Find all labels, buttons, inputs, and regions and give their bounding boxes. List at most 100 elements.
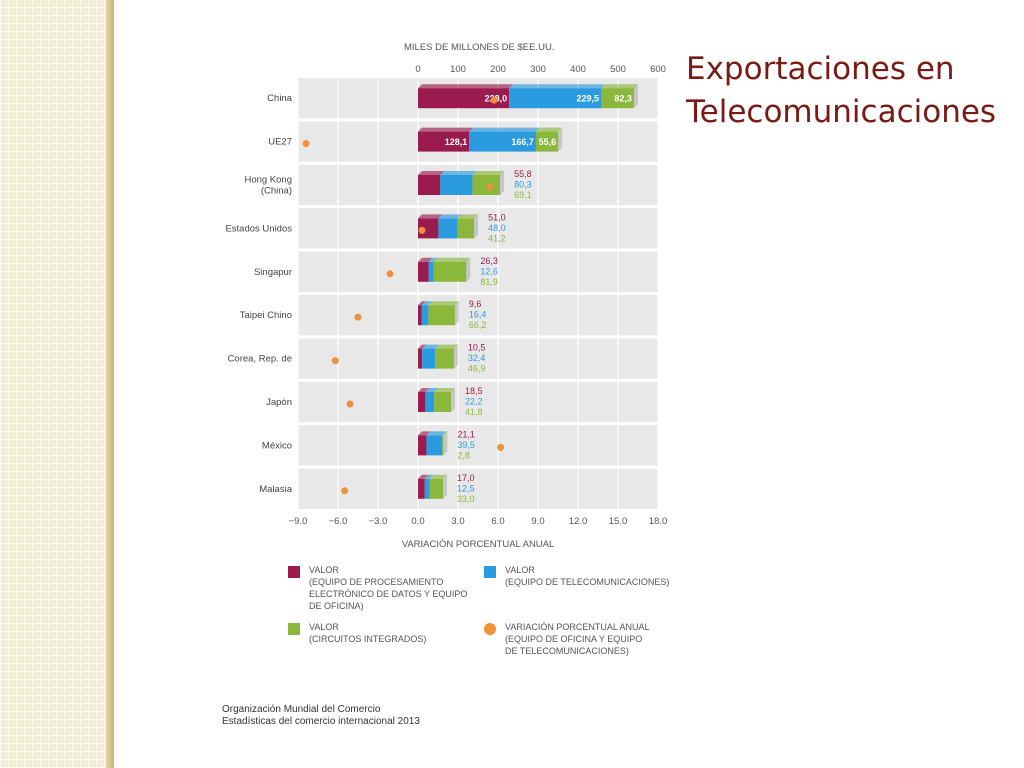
bar-top xyxy=(535,127,563,132)
data-label: 21,1 xyxy=(457,429,475,439)
bar-segment-valor_circuitos xyxy=(428,305,455,326)
legend-label: (EQUIPO DE TELECOMUNICACIONES) xyxy=(505,577,669,587)
data-label: 51,0 xyxy=(488,212,506,222)
bar-top xyxy=(472,171,505,175)
bar-segment-valor_telecom xyxy=(422,348,436,369)
bar-segment-valor_procesamiento xyxy=(418,261,429,282)
data-label: 46,9 xyxy=(468,364,486,374)
bar-top xyxy=(440,171,477,175)
bottom-axis-tick: 0.0 xyxy=(411,516,424,527)
bar-segment-valor_circuitos xyxy=(442,435,444,456)
top-axis-tick: 300 xyxy=(530,64,546,75)
bar-segment-valor_procesamiento xyxy=(418,478,425,499)
category-label: Hong Kong xyxy=(244,175,292,186)
data-label: 69,1 xyxy=(514,190,532,200)
decorative-border xyxy=(0,0,113,768)
bar-top xyxy=(438,214,462,219)
top-axis-tick: 400 xyxy=(570,64,586,75)
variation-dot xyxy=(490,96,498,104)
bar-top xyxy=(601,84,638,89)
data-label: 229,5 xyxy=(576,94,599,104)
bar-segment-valor_telecom xyxy=(440,175,473,195)
category-label: UE27 xyxy=(268,137,292,148)
bar-top xyxy=(457,214,479,219)
variation-dot xyxy=(497,443,505,451)
legend-label: VALOR xyxy=(309,622,339,632)
category-label: México xyxy=(262,440,292,451)
data-label: 2,8 xyxy=(457,450,470,460)
row-panel xyxy=(298,251,658,292)
variation-dot xyxy=(331,357,339,365)
bar-top xyxy=(434,388,455,392)
legend-label: DE TELECOMUNICACIONES) xyxy=(505,646,629,656)
category-label: (China) xyxy=(261,186,292,197)
top-axis-tick: 500 xyxy=(610,64,626,75)
data-label: 55,8 xyxy=(514,169,532,179)
bar-top xyxy=(428,301,459,306)
top-axis-tick: 200 xyxy=(490,64,506,75)
variation-dot xyxy=(341,487,349,495)
bar-segment-valor_procesamiento xyxy=(418,435,427,456)
bar-segment-valor_telecom xyxy=(421,305,429,326)
legend-label: VALOR xyxy=(309,565,339,575)
source-line-1: Organización Mundial del Comercio xyxy=(222,704,381,715)
bottom-axis-tick: 3.0 xyxy=(451,516,464,527)
slide-title: Exportaciones en Telecomunicaciones xyxy=(686,48,1016,134)
data-label: 82,3 xyxy=(614,94,632,104)
data-label: 18,5 xyxy=(465,386,483,396)
bar-segment-valor_procesamiento xyxy=(418,131,470,152)
top-axis-tick: 0 xyxy=(415,64,420,75)
bar-segment-valor_telecom xyxy=(426,435,443,456)
data-label: 9,6 xyxy=(469,299,482,309)
bar-segment-valor_procesamiento xyxy=(418,88,510,109)
data-label: 22,2 xyxy=(465,397,483,407)
data-label: 128,1 xyxy=(445,137,468,147)
row-panel xyxy=(298,208,658,249)
variation-dot xyxy=(346,400,354,408)
category-label: Malasia xyxy=(259,484,292,495)
bar-top xyxy=(418,171,445,175)
slide-title-line-1: Exportaciones en xyxy=(686,51,955,87)
bar-side xyxy=(466,257,471,282)
bottom-axis-tick: −9.0 xyxy=(289,516,308,527)
bar-top xyxy=(469,127,540,132)
bar-segment-valor_telecom xyxy=(424,478,430,499)
bar-top xyxy=(426,431,447,436)
category-label: Estados Unidos xyxy=(225,223,292,234)
data-label: 12,6 xyxy=(480,266,498,276)
data-label: 66,2 xyxy=(469,320,487,330)
data-label: 10,5 xyxy=(468,343,486,353)
bar-side xyxy=(443,431,448,456)
variation-dot xyxy=(486,183,494,191)
legend-label: ELECTRÓNICO DE DATOS Y EQUIPO xyxy=(309,589,467,599)
data-label: 166,7 xyxy=(511,137,534,147)
bar-top xyxy=(418,127,474,132)
bar-segment-valor_telecom xyxy=(438,218,458,239)
bar-top xyxy=(418,301,426,306)
category-label: China xyxy=(267,93,293,104)
bar-segment-valor_circuitos xyxy=(601,88,634,109)
bar-segment-valor_circuitos xyxy=(433,261,467,282)
bar-top xyxy=(425,388,439,392)
legend-label: VALOR xyxy=(505,565,535,575)
bottom-axis-tick: 12.0 xyxy=(569,516,588,527)
row-panel xyxy=(298,425,658,466)
source-line-2: Estadísticas del comercio internacional … xyxy=(222,716,420,727)
bar-segment-valor_circuitos xyxy=(472,175,501,195)
bar-segment-valor_circuitos xyxy=(457,218,475,239)
legend-label: (EQUIPO DE OFICINA Y EQUIPO xyxy=(505,634,642,644)
data-label: 81,9 xyxy=(480,277,498,287)
bottom-axis-tick: −3.0 xyxy=(369,516,388,527)
data-label: 16,4 xyxy=(469,310,487,320)
legend-swatch xyxy=(484,623,496,635)
bar-side xyxy=(633,84,638,109)
variation-dot xyxy=(386,270,394,278)
bar-top xyxy=(421,301,433,306)
bottom-axis-tick: 18.0 xyxy=(649,516,668,527)
data-label: 80,3 xyxy=(514,180,532,190)
legend-swatch xyxy=(484,566,496,578)
bar-top xyxy=(418,214,443,219)
bar-top xyxy=(429,474,447,479)
bar-top xyxy=(418,474,429,479)
